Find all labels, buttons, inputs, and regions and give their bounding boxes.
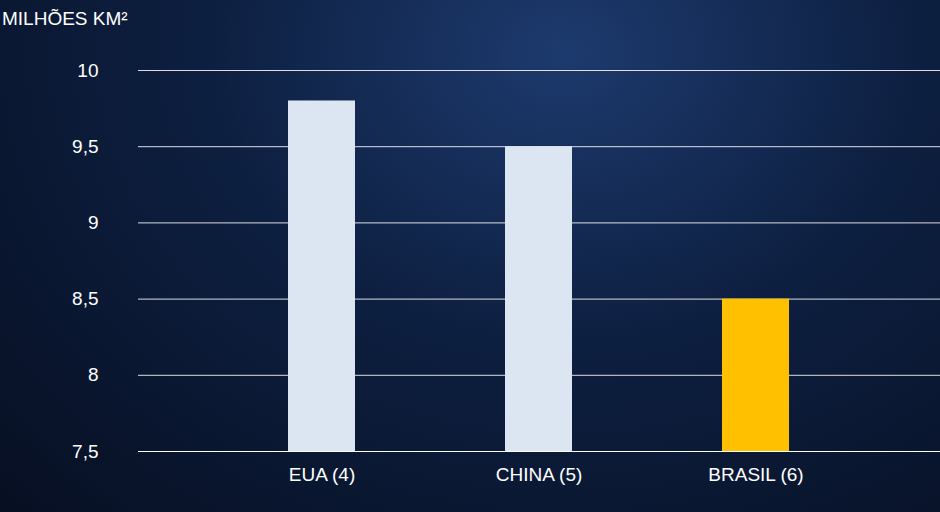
svg-text:BRASIL (6): BRASIL (6) xyxy=(708,464,803,485)
svg-text:9: 9 xyxy=(88,212,99,233)
html-text:MILHÕES KM²: MILHÕES KM² xyxy=(2,8,128,29)
svg-text:8: 8 xyxy=(88,364,99,385)
svg-text:CHINA (5): CHINA (5) xyxy=(496,464,583,485)
svg-text:8,5: 8,5 xyxy=(72,288,98,309)
svg-text:10: 10 xyxy=(77,60,98,81)
svg-text:9,5: 9,5 xyxy=(72,136,98,157)
svg-text:EUA (4): EUA (4) xyxy=(289,464,356,485)
svg-text:7,5: 7,5 xyxy=(72,441,98,462)
